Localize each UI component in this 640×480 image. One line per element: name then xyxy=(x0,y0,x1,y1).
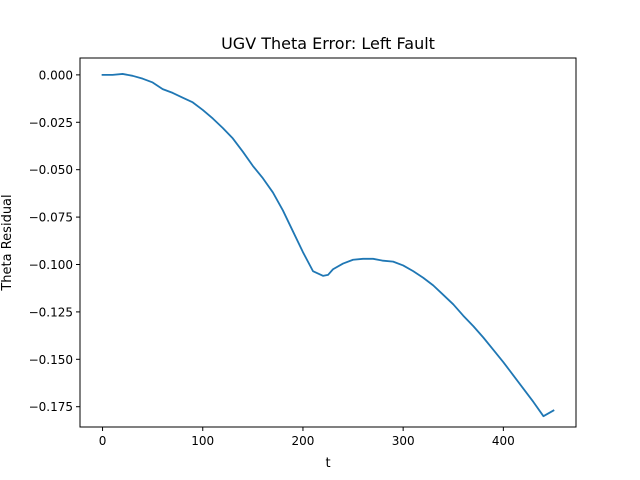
y-axis-ticks: 0.000 −0.025 −0.050 −0.075 −0.100 −0.125 −0.15… xyxy=(29,68,80,414)
y-axis-label: Theta Residual xyxy=(0,194,15,291)
y-tick-label: −0.175 xyxy=(29,400,73,414)
y-tick-label: 0.000 xyxy=(39,68,73,82)
y-tick-label: −0.125 xyxy=(29,305,73,319)
y-tick-label: −0.100 xyxy=(29,258,73,272)
plot-area xyxy=(101,73,555,418)
y-tick-label: −0.025 xyxy=(29,116,73,130)
axes-frame xyxy=(79,57,577,428)
y-tick-label: −0.075 xyxy=(29,211,73,225)
x-axis-ticks: 0 100 200 300 400 xyxy=(99,427,515,448)
x-tick-label: 100 xyxy=(191,434,214,448)
x-axis-label: t xyxy=(325,456,330,471)
series-line xyxy=(101,73,555,418)
y-tick-label: −0.050 xyxy=(29,163,73,177)
x-tick-label: 200 xyxy=(291,434,314,448)
chart-title: UGV Theta Error: Left Fault xyxy=(221,34,435,53)
x-tick-label: 0 xyxy=(99,434,107,448)
y-tick-label: −0.150 xyxy=(29,353,73,367)
x-tick-label: 300 xyxy=(392,434,415,448)
x-tick-label: 400 xyxy=(492,434,515,448)
